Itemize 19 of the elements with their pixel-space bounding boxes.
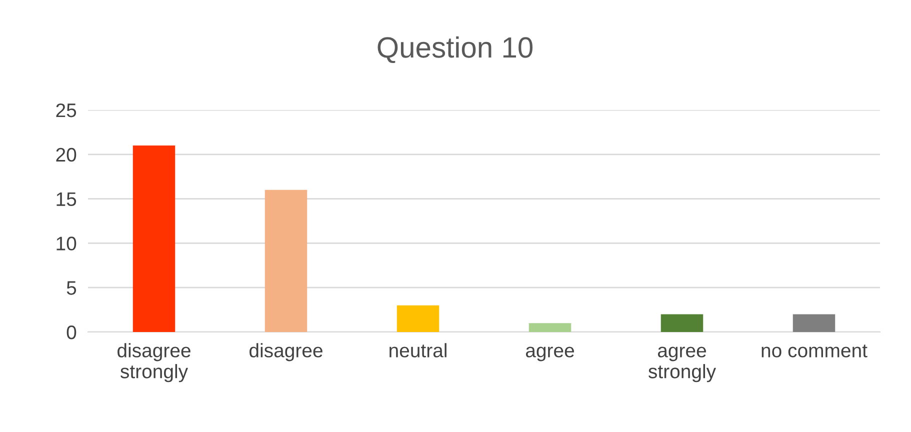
x-tick-label: disagree strongly — [118, 343, 190, 382]
x-tick-label: no comment — [762, 344, 868, 358]
x-tick-label: neutral — [390, 343, 446, 358]
chart-title: Question 10 — [378, 36, 533, 64]
y-tick-label: 25 — [56, 103, 76, 118]
y-tick-label: 5 — [66, 281, 76, 295]
bar — [396, 305, 440, 332]
y-tick-label: 15 — [56, 192, 76, 206]
y-tick-label: 0 — [66, 325, 76, 340]
bar — [528, 323, 572, 332]
y-tick-label: 10 — [56, 236, 76, 250]
bar — [660, 314, 704, 332]
y-tick-label: 20 — [56, 148, 76, 162]
bar — [264, 190, 308, 332]
x-tick-label: agree strongly — [648, 346, 716, 382]
bar — [132, 146, 176, 332]
bar — [792, 314, 836, 332]
x-tick-label: agree — [526, 346, 574, 362]
x-tick-label: disagree — [250, 343, 322, 362]
